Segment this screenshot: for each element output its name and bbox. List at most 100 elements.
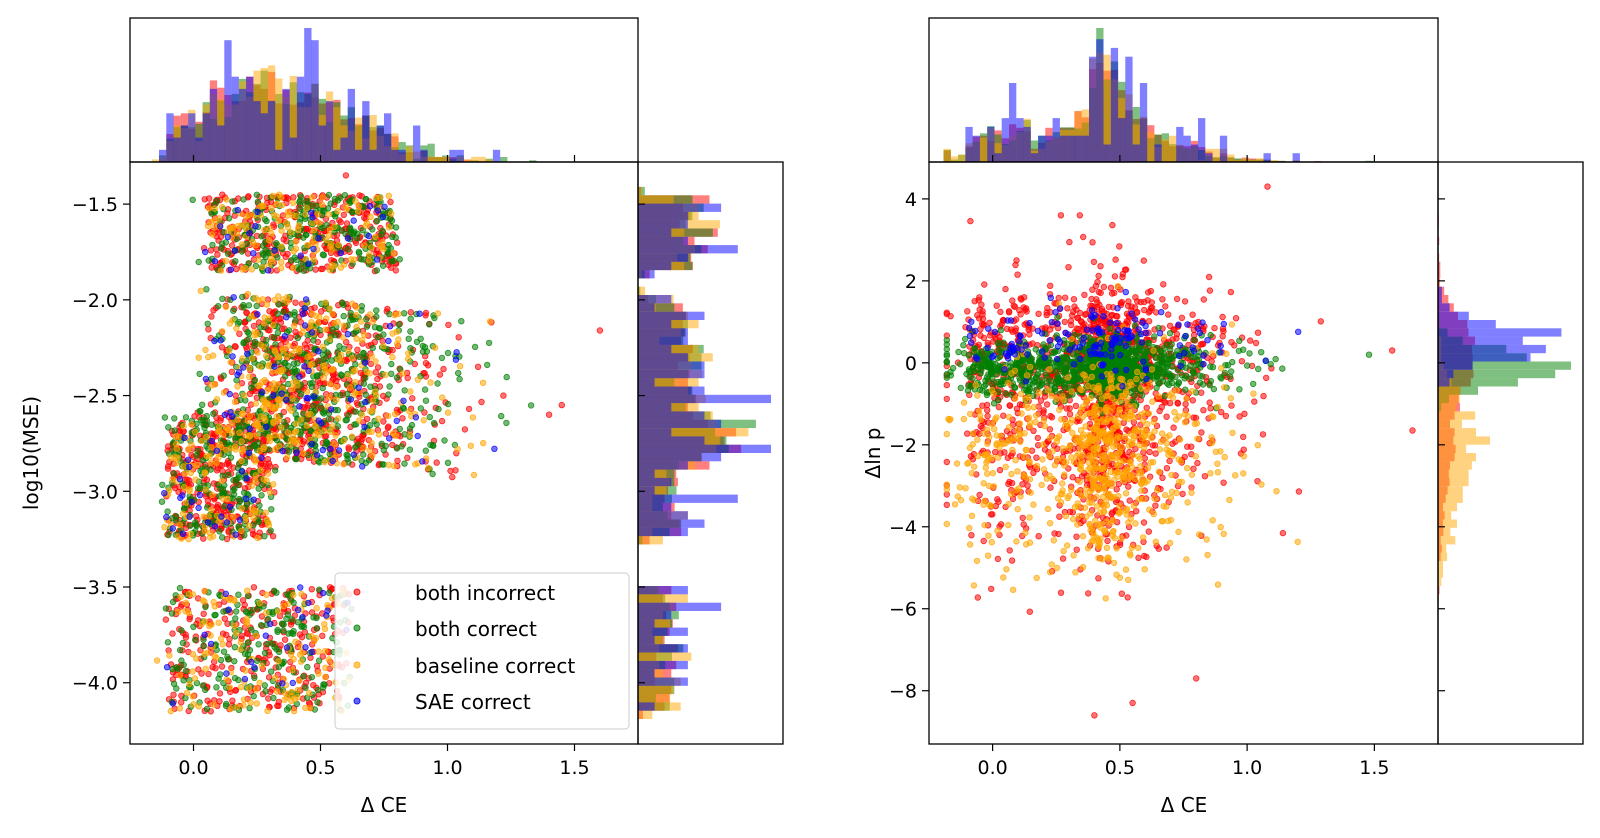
scatter-point	[322, 673, 329, 681]
scatter-point	[187, 530, 194, 537]
histogram-bar	[638, 502, 672, 512]
scatter-point	[312, 266, 319, 273]
y-tick-label: −1.5	[72, 194, 118, 216]
scatter-point	[218, 344, 226, 351]
scatter-point	[213, 467, 221, 474]
scatter-point	[975, 315, 983, 322]
scatter-point	[374, 375, 381, 383]
scatter-point	[1259, 431, 1267, 438]
scatter-point	[235, 676, 242, 684]
scatter-point	[280, 236, 287, 243]
scatter-point	[203, 286, 210, 293]
scatter-point	[271, 296, 278, 304]
histogram-bar	[638, 586, 688, 595]
scatter-point	[277, 397, 284, 404]
histogram-bar	[638, 469, 655, 478]
scatter-point	[345, 403, 352, 411]
scatter-point	[334, 318, 341, 326]
scatter-point	[386, 323, 394, 330]
scatter-point	[279, 366, 287, 374]
scatter-point	[385, 192, 392, 199]
y-tick-label: −3.0	[72, 481, 118, 503]
scatter-point	[321, 366, 329, 373]
scatter-point	[349, 300, 356, 307]
scatter-point	[241, 532, 248, 539]
histogram-bar	[1438, 378, 1518, 387]
scatter-point	[218, 262, 226, 269]
scatter-point	[239, 597, 247, 604]
scatter-point	[195, 504, 202, 512]
scatter-point	[393, 328, 400, 335]
scatter-point	[284, 298, 291, 306]
scatter-point	[407, 309, 414, 316]
histogram-bar	[1438, 328, 1562, 337]
scatter-point	[284, 223, 292, 231]
scatter-point	[217, 233, 225, 240]
scatter-point	[223, 196, 230, 203]
scatter-point	[203, 452, 210, 460]
scatter-point	[193, 452, 200, 459]
scatter-point	[278, 620, 286, 627]
scatter-point	[1189, 311, 1196, 318]
scatter-point	[192, 513, 200, 520]
scatter-point	[190, 623, 197, 630]
scatter-point	[392, 432, 400, 439]
scatter-point	[340, 322, 347, 329]
scatter-point	[291, 366, 298, 373]
scatter-point	[1100, 283, 1108, 291]
scatter-point	[236, 429, 243, 436]
scatter-point	[296, 373, 303, 380]
scatter-point	[177, 593, 184, 601]
scatter-point	[289, 679, 296, 687]
scatter-point	[234, 383, 241, 390]
scatter-point	[240, 364, 247, 371]
scatter-point	[287, 334, 294, 341]
histogram-bar	[638, 444, 771, 453]
scatter-point	[256, 502, 263, 509]
scatter-point	[214, 251, 221, 258]
scatter-point	[189, 196, 196, 203]
scatter-point	[989, 511, 996, 518]
scatter-point	[233, 229, 241, 237]
histogram-bar	[1438, 469, 1469, 478]
histogram-bar	[638, 236, 688, 246]
scatter-point	[167, 454, 175, 462]
scatter-point	[248, 658, 255, 666]
scatter-point	[262, 400, 269, 407]
scatter-point	[161, 414, 169, 421]
scatter-point	[399, 415, 406, 422]
scatter-point	[262, 609, 270, 617]
histogram-bar	[282, 88, 290, 162]
scatter-point	[308, 319, 315, 326]
scatter-point	[274, 329, 282, 336]
scatter-point	[247, 699, 254, 706]
scatter-point	[182, 599, 189, 606]
scatter-point	[348, 354, 356, 362]
scatter-point	[197, 287, 204, 294]
scatter-point	[345, 444, 352, 451]
scatter-point	[213, 447, 221, 454]
scatter-point	[164, 639, 172, 646]
scatter-point	[389, 353, 396, 361]
scatter-point	[196, 407, 203, 415]
histogram-bar	[318, 125, 326, 162]
scatter-point	[229, 697, 236, 704]
scatter-point	[235, 591, 242, 598]
scatter-point	[325, 191, 333, 199]
scatter-point	[368, 353, 375, 360]
scatter-point	[350, 451, 357, 458]
scatter-point	[422, 447, 429, 454]
scatter-point	[189, 591, 197, 598]
scatter-point	[385, 391, 392, 398]
histogram-bar	[1038, 135, 1046, 162]
histogram-bar	[1438, 378, 1450, 387]
scatter-point	[1067, 317, 1075, 325]
scatter-point	[226, 503, 234, 510]
scatter-point	[401, 310, 408, 317]
scatter-point	[240, 340, 247, 347]
scatter-point	[186, 680, 193, 688]
scatter-point	[284, 611, 292, 618]
scatter-point	[175, 665, 182, 672]
scatter-point	[186, 513, 193, 520]
scatter-point	[281, 333, 288, 340]
